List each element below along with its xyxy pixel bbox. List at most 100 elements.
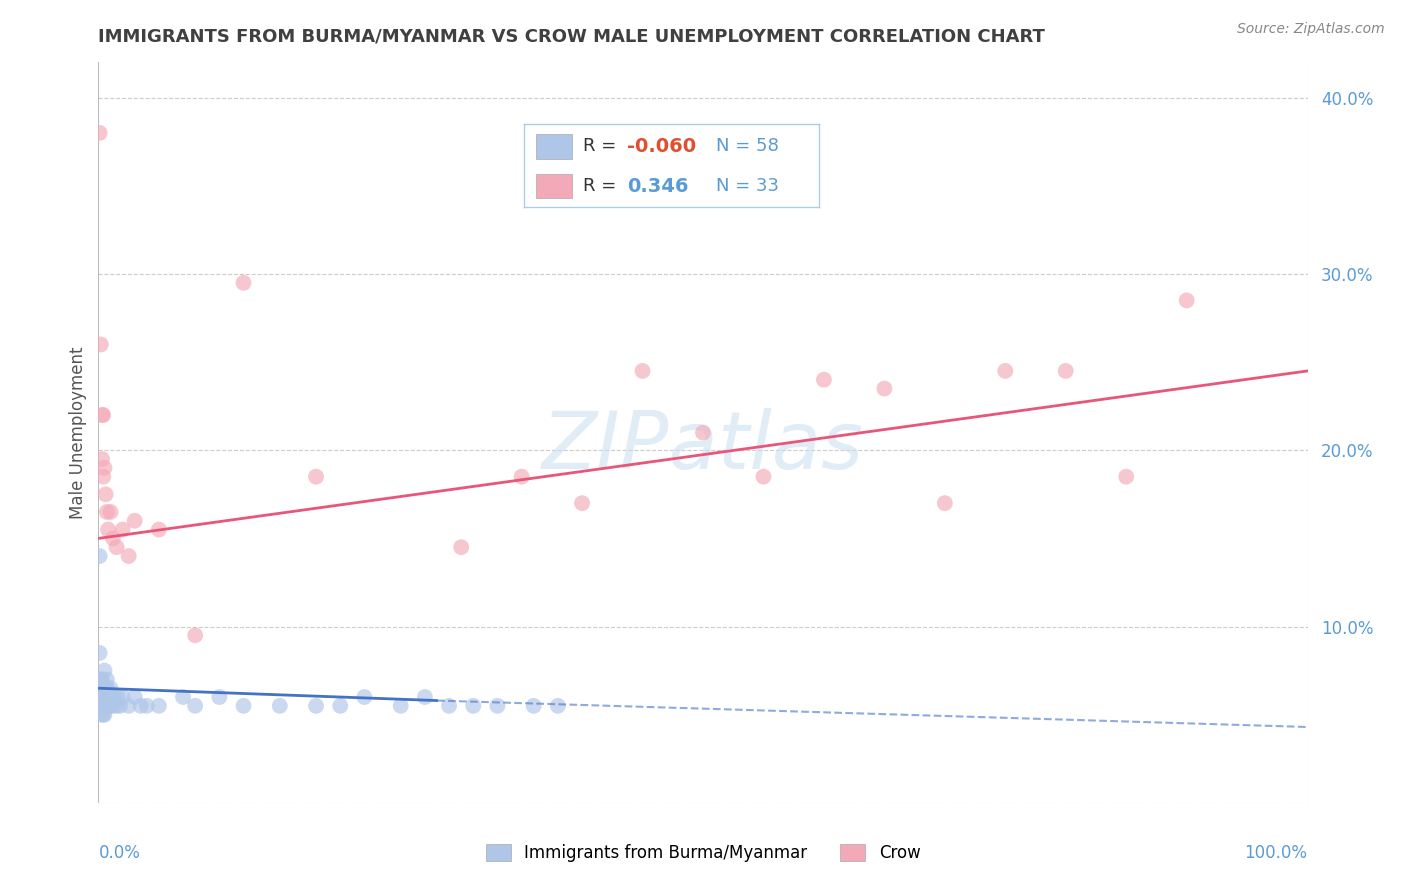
Point <box>90 698 112 713</box>
Point <box>105 540 128 554</box>
FancyBboxPatch shape <box>536 174 571 198</box>
Point <box>91 690 114 704</box>
Point <box>450 540 472 554</box>
Point <box>208 690 231 704</box>
Point <box>232 698 254 713</box>
Point <box>269 698 291 713</box>
Point <box>91 408 114 422</box>
Point <box>118 698 141 713</box>
Point <box>571 496 593 510</box>
Point <box>91 698 114 713</box>
Point <box>91 707 114 722</box>
Y-axis label: Male Unemployment: Male Unemployment <box>69 346 87 519</box>
Point <box>135 698 157 713</box>
Point <box>232 276 254 290</box>
Point <box>100 681 122 696</box>
Point <box>111 690 134 704</box>
Point <box>100 505 122 519</box>
Point <box>129 698 152 713</box>
Point <box>91 673 114 687</box>
Point <box>97 698 120 713</box>
Point <box>934 496 956 510</box>
Point <box>94 487 117 501</box>
Text: 0.346: 0.346 <box>627 177 689 195</box>
Point <box>1115 469 1137 483</box>
Point <box>96 673 118 687</box>
Point <box>89 549 111 563</box>
Point <box>510 469 533 483</box>
Point <box>100 698 122 713</box>
Text: R =: R = <box>583 177 616 195</box>
Point <box>100 690 122 704</box>
Point <box>93 690 115 704</box>
Point <box>523 698 546 713</box>
Point <box>93 664 115 678</box>
Point <box>389 698 412 713</box>
Point <box>91 469 114 483</box>
Point <box>353 690 375 704</box>
Point <box>90 690 112 704</box>
Point <box>89 646 111 660</box>
Text: 0.0%: 0.0% <box>98 844 141 862</box>
Point <box>93 698 115 713</box>
Point <box>101 532 124 546</box>
Point <box>1175 293 1198 308</box>
Point <box>413 690 436 704</box>
Point <box>305 469 328 483</box>
Point <box>91 681 114 696</box>
Text: Source: ZipAtlas.com: Source: ZipAtlas.com <box>1237 22 1385 37</box>
Point <box>90 337 112 351</box>
Text: R =: R = <box>583 137 616 155</box>
Point <box>94 698 117 713</box>
Point <box>305 698 328 713</box>
Point <box>172 690 194 704</box>
Point <box>93 461 115 475</box>
Point <box>93 707 115 722</box>
Text: N = 58: N = 58 <box>716 137 779 155</box>
Point <box>101 698 124 713</box>
Point <box>89 681 111 696</box>
Point <box>105 698 128 713</box>
Point <box>329 698 352 713</box>
Point <box>631 364 654 378</box>
Point <box>124 514 146 528</box>
Point <box>994 364 1017 378</box>
Point <box>96 690 118 704</box>
Point <box>148 523 170 537</box>
Point <box>91 452 114 467</box>
Point <box>184 698 207 713</box>
Text: N = 33: N = 33 <box>716 177 779 195</box>
Point <box>91 707 114 722</box>
Point <box>103 690 125 704</box>
Point <box>90 681 112 696</box>
Point <box>97 523 120 537</box>
Text: IMMIGRANTS FROM BURMA/MYANMAR VS CROW MALE UNEMPLOYMENT CORRELATION CHART: IMMIGRANTS FROM BURMA/MYANMAR VS CROW MA… <box>98 28 1045 45</box>
Point <box>98 690 121 704</box>
Point <box>107 690 129 704</box>
Point <box>111 523 134 537</box>
Point <box>547 698 569 713</box>
Point <box>96 681 118 696</box>
Point <box>108 698 131 713</box>
Point <box>90 673 112 687</box>
Text: ZIPatlas: ZIPatlas <box>541 409 865 486</box>
Point <box>91 681 114 696</box>
Point <box>91 690 114 704</box>
Point <box>692 425 714 440</box>
Point <box>93 681 115 696</box>
Point <box>91 408 114 422</box>
Point <box>91 698 114 713</box>
FancyBboxPatch shape <box>536 134 571 159</box>
Point <box>148 698 170 713</box>
Text: -0.060: -0.060 <box>627 137 696 156</box>
Point <box>89 126 111 140</box>
Point <box>184 628 207 642</box>
Point <box>437 698 460 713</box>
Point <box>486 698 509 713</box>
Point <box>752 469 775 483</box>
Legend: Immigrants from Burma/Myanmar, Crow: Immigrants from Burma/Myanmar, Crow <box>479 837 927 869</box>
Point <box>94 681 117 696</box>
Point <box>97 690 120 704</box>
Point <box>118 549 141 563</box>
Point <box>124 690 146 704</box>
